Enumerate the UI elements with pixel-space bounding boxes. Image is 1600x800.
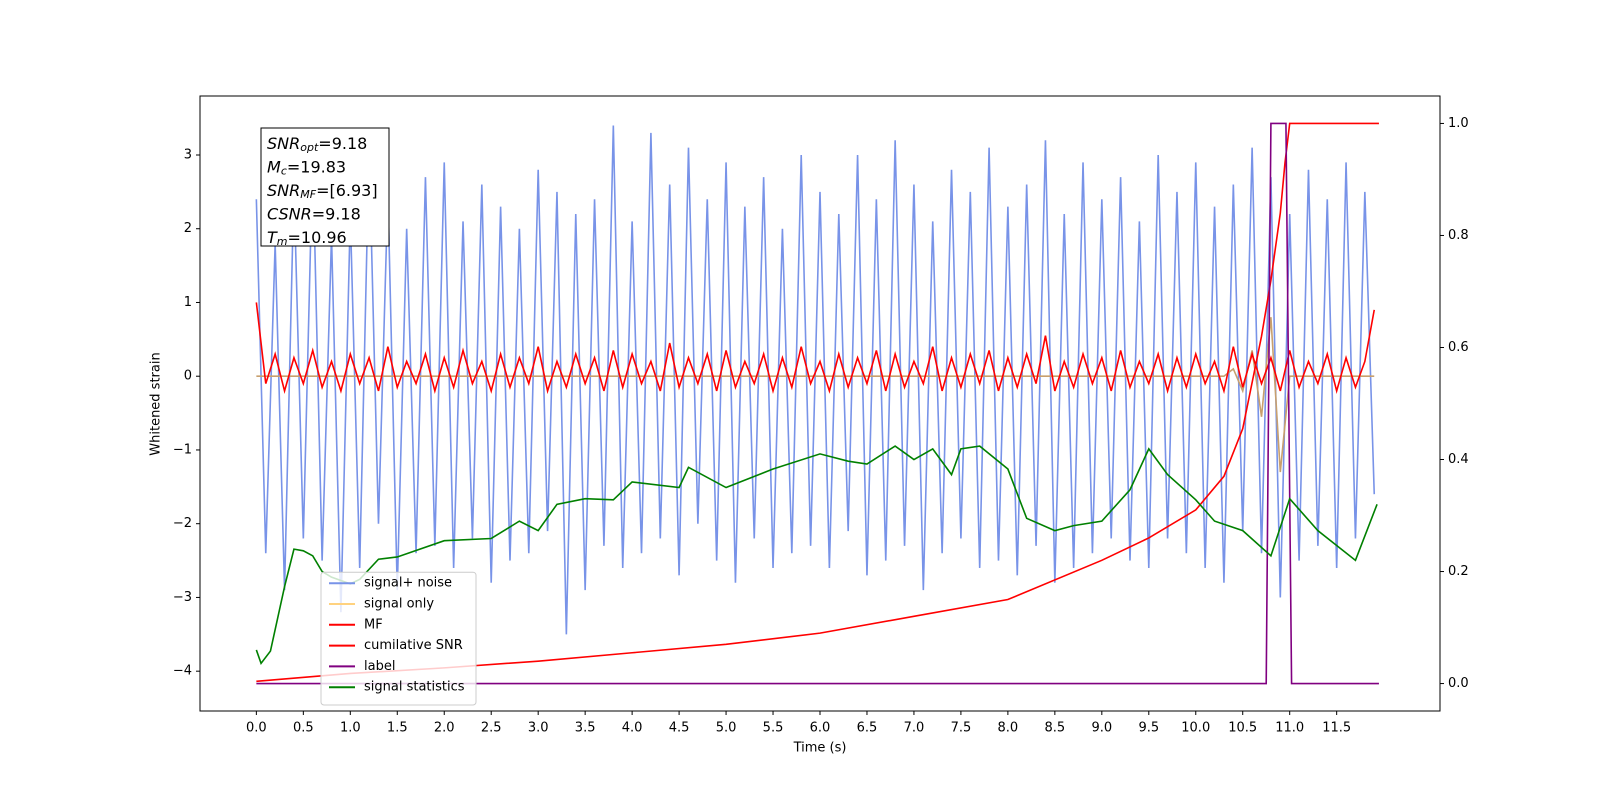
annotation-line: SNRopt=9.18 [267,134,367,155]
x-tick-label: 10.0 [1181,721,1210,736]
x-tick-label: 1.5 [387,721,408,736]
y2-tick-label: 0.4 [1448,452,1469,467]
annotation-box: SNRopt=9.18Mc=19.83SNRMF=[6.93]CSNR=9.18… [260,127,390,249]
y-tick-label: −1 [173,442,192,457]
x-tick-label: 4.5 [669,721,690,736]
x-tick-label: 5.5 [763,721,784,736]
legend: signal+ noise signal only MF cumilative SNR… [320,571,477,706]
annotation-subscript: MF [300,188,316,201]
axes-frame [199,95,1441,712]
legend-label: label [364,659,395,674]
y2-tick-label: 0.6 [1448,340,1469,355]
legend-label: signal only [364,597,434,612]
legend-label: signal statistics [364,680,465,695]
x-tick-label: 10.5 [1228,721,1257,736]
x-tick-label: 0.5 [293,721,314,736]
annotation-line: CSNR=9.18 [267,204,361,223]
series-line [255,125,1376,635]
legend-frame [320,571,477,706]
annotation-symbol: T [267,228,278,247]
y-tick-label: 2 [184,221,192,236]
y2-tick-label: 1.0 [1448,116,1469,131]
annotation-frame [260,127,390,247]
y2-tick-label: 0.8 [1448,228,1469,243]
x-tick-label: 1.0 [340,721,361,736]
annotation-value: =9.18 [312,204,361,223]
series-line [256,122,1379,683]
legend-label: signal+ noise [364,576,452,591]
annotation-line: Mc=19.83 [267,157,346,178]
plot-area [255,122,1379,685]
y-tick-label: 3 [184,147,192,162]
x-tick-label: 7.0 [904,721,925,736]
annotation-subscript: c [281,165,287,178]
annotation-value: =19.83 [287,157,346,176]
x-tick-label: 4.0 [622,721,643,736]
legend-label: cumilative SNR [364,638,463,653]
annotation-symbol: M [267,157,281,176]
y-tick-label: −3 [173,590,192,605]
x-tick-label: 2.5 [481,721,502,736]
y-axis-label: Whitened strain [149,352,164,455]
y2-tick-label: 0.0 [1448,676,1469,691]
x-tick-label: 5.0 [716,721,737,736]
x-tick-label: 8.5 [1045,721,1066,736]
x-axis-label: Time (s) [793,741,847,756]
y2-tick-label: 0.2 [1448,564,1469,579]
x-tick-label: 3.0 [528,721,549,736]
series-line [256,317,1375,473]
legend-label: MF [364,617,383,632]
annotation-subscript: m [277,235,288,248]
x-tick-label: 11.5 [1322,721,1351,736]
x-tick-label: 11.0 [1275,721,1304,736]
annotation-line: SNRMF=[6.93] [267,181,378,202]
x-tick-label: 6.5 [857,721,878,736]
annotation-line: Tm=10.96 [267,228,347,249]
y-tick-label: −4 [173,664,192,679]
x-tick-label: 6.0 [810,721,831,736]
annotation-symbol: CSNR [267,204,312,223]
annotation-symbol: SNR [267,181,300,200]
x-tick-label: 0.0 [246,721,267,736]
annotation-value: =9.18 [318,134,367,153]
annotation-value: =10.96 [288,228,347,247]
annotation-symbol: SNR [267,134,300,153]
x-tick-label: 2.0 [434,721,455,736]
x-tick-label: 9.5 [1138,721,1159,736]
y-tick-label: −2 [173,516,192,531]
x-tick-label: 3.5 [575,721,596,736]
annotation-value: =[6.93] [316,181,378,200]
x-tick-label: 9.0 [1091,721,1112,736]
y-tick-label: 1 [184,295,192,310]
x-tick-label: 7.5 [951,721,972,736]
series-line [256,122,1379,685]
annotation-subscript: opt [300,141,319,154]
series-line [255,302,1376,395]
y-tick-label: 0 [184,369,192,384]
x-tick-label: 8.0 [998,721,1019,736]
